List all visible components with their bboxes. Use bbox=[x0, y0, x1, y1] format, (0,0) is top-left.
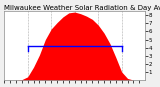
Text: Milwaukee Weather Solar Radiation & Day Average per Minute W/m2 (Today): Milwaukee Weather Solar Radiation & Day … bbox=[4, 4, 160, 11]
